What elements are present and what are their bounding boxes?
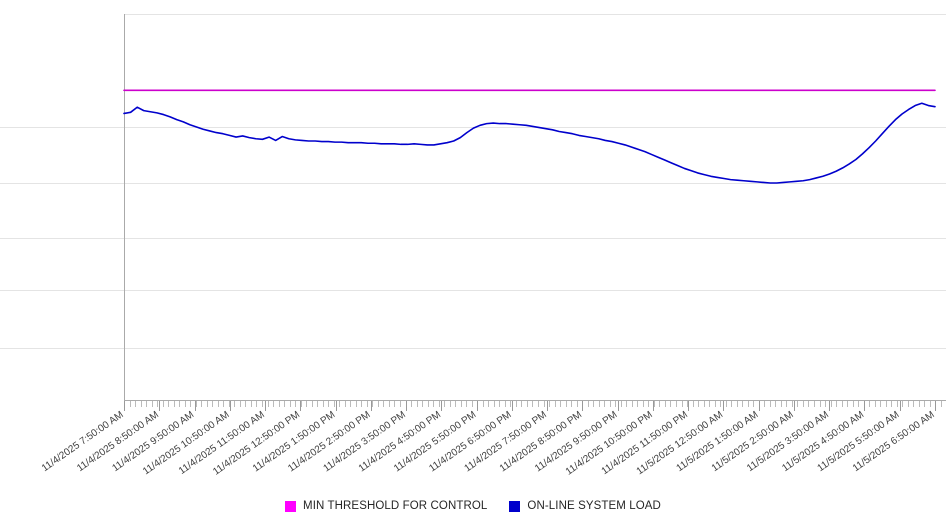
legend-item-min-threshold-for-control[interactable]: MIN THRESHOLD FOR CONTROL [285, 500, 487, 512]
data-series-group [123, 89, 936, 184]
legend-label-min-threshold-for-control: MIN THRESHOLD FOR CONTROL [303, 500, 488, 512]
series-line-on-line-system-load [123, 102, 936, 184]
legend-swatch-magenta [285, 500, 297, 512]
axis-group [124, 14, 946, 401]
chart-legend: MIN THRESHOLD FOR CONTROL ON-LINE SYSTEM… [0, 496, 946, 516]
legend-label-on-line-system-load: ON-LINE SYSTEM LOAD [527, 500, 661, 512]
legend-swatch-blue [509, 500, 521, 512]
x-axis-major-ticks [124, 401, 936, 411]
legend-item-on-line-system-load[interactable]: ON-LINE SYSTEM LOAD [509, 500, 661, 512]
x-axis-minor-ticks [124, 401, 942, 407]
